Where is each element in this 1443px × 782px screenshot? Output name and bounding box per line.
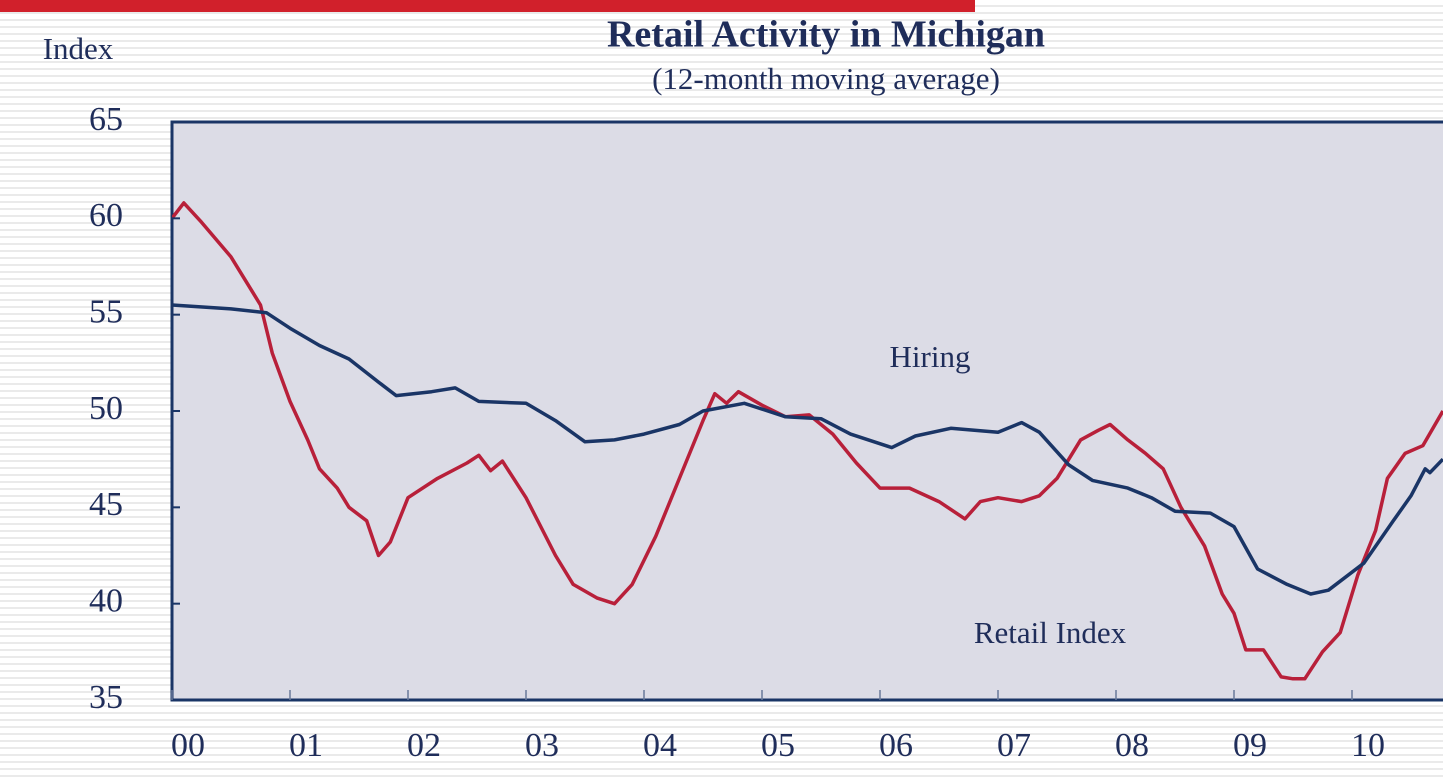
y-tick-label: 40 [89,582,123,619]
line-series [172,303,1443,596]
y-tick-label: 55 [89,293,123,330]
x-tick-label: 09 [1233,727,1267,764]
y-tick-label: 50 [89,390,123,427]
header-bar [0,0,975,12]
x-tick-label: 04 [643,727,677,764]
x-tick-label: 05 [761,727,795,764]
chart-title: Retail Activity in Michigan [607,14,1045,56]
plot-area [170,120,1443,702]
annotation: Retail Index [974,615,1127,650]
x-tick-label: 10 [1351,727,1385,764]
lines [172,201,1443,681]
x-tick-label: 06 [879,727,913,764]
x-tick-label: 02 [407,727,441,764]
y-tick-label: 60 [89,197,123,234]
x-tick-label: 08 [1115,727,1149,764]
line-series [172,201,1443,681]
x-tick-label: 00 [171,727,205,764]
y-tick-label: 65 [89,101,123,138]
y-axis-label: Index [43,31,114,66]
y-tick-label: 45 [89,486,123,523]
x-tick-label: 03 [525,727,559,764]
chart-subtitle: (12-month moving average) [652,61,1000,96]
y-tick-label: 35 [89,679,123,716]
x-tick-label: 01 [289,727,323,764]
x-tick-label: 07 [997,727,1031,764]
annotation: Hiring [890,339,971,374]
